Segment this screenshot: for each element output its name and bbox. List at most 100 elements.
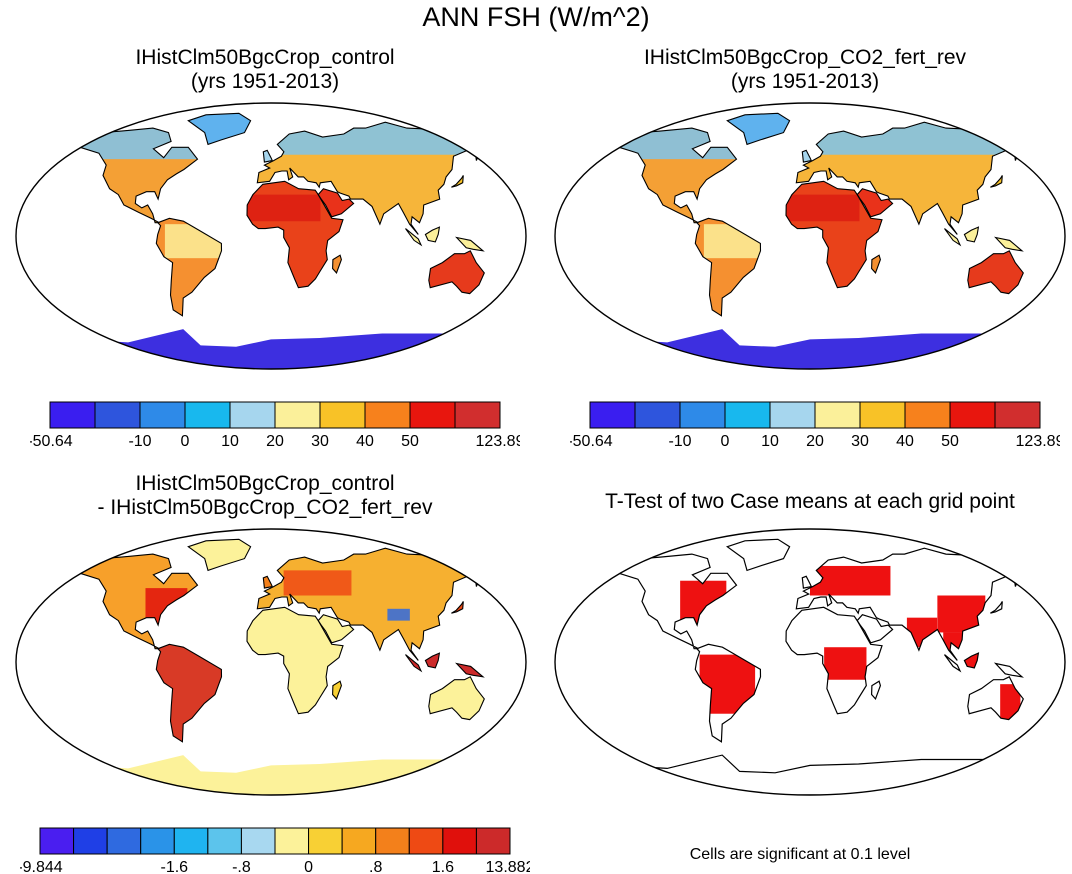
borneo-land [425, 227, 440, 242]
south-america-outline [694, 643, 762, 743]
significance-region [824, 647, 867, 680]
sumatra-coastline [405, 228, 423, 247]
significance-region [810, 565, 891, 596]
colorbar-swatch [184, 401, 231, 429]
colorbar-swatch [904, 401, 951, 429]
colorbar-tick-label: 0 [721, 433, 730, 450]
colorbar-swatch [769, 401, 816, 429]
panel-2-colorbar: -50.64 -10 0 10 20 30 40 50 123.89 [570, 401, 1060, 450]
panel-2-map [554, 102, 1066, 370]
madagascar-coastline [332, 254, 342, 274]
panel-4-map [554, 528, 1066, 796]
greenland-coastline [726, 112, 791, 146]
greenland-outline [726, 538, 791, 572]
map-frame [554, 102, 1066, 370]
colorbar-tick-label: 0 [181, 433, 190, 450]
panel-1-map [15, 102, 527, 370]
panel-2-title: IHistClm50BgcCrop_CO2_fert_rev (yrs 1951… [600, 46, 1010, 94]
north-america-coastline [600, 127, 738, 224]
colorbar-tick-label: 40 [356, 433, 374, 450]
africa-outline [785, 606, 883, 715]
greenland-coastline [187, 112, 252, 146]
madagascar-coastline [871, 254, 881, 274]
colorbar-tick-label: 1.6 [432, 859, 454, 874]
eurasia-coastline [256, 121, 496, 235]
south-america-coastline [155, 643, 223, 743]
australia-coastline [428, 250, 485, 295]
colorbar-tick-label: 30 [851, 433, 869, 450]
field-region [283, 570, 352, 596]
new-guinea-coastline [455, 236, 485, 252]
arabia-coastline [317, 614, 355, 644]
colorbar-swatch [274, 401, 321, 429]
colorbar-swatch [229, 401, 276, 429]
new-guinea-coastline [994, 236, 1024, 252]
new-guinea-outline [993, 662, 1025, 678]
africa-coastline [246, 180, 344, 289]
colorbar-tick-label: 10 [761, 433, 779, 450]
colorbar-tick-label: -10 [668, 433, 691, 450]
colorbar-swatch [240, 827, 276, 855]
madagascar-land [332, 681, 342, 699]
colorbar-swatch [364, 401, 411, 429]
colorbar-swatch [589, 401, 636, 429]
colorbar-swatch [634, 401, 681, 429]
panel-1-title-line1: IHistClm50BgcCrop_control [135, 46, 395, 69]
great-britain-coastline [262, 149, 274, 163]
borneo-land [964, 227, 979, 242]
colorbar-swatch [724, 401, 771, 429]
colorbar-tick-label: -.8 [232, 859, 251, 874]
north-america-coastline [61, 127, 199, 224]
north-america-outline [600, 553, 738, 650]
sumatra-land [405, 654, 421, 671]
colorbar-swatch [39, 827, 75, 855]
panel-3-title-line2: - IHistClm50BgcCrop_CO2_fert_rev [97, 496, 433, 519]
colorbar-swatch [308, 827, 343, 855]
field-region [786, 194, 860, 222]
japan-coastline [451, 175, 464, 188]
panel-1-colorbar: -50.64 -10 0 10 20 30 40 50 123.89 [30, 401, 520, 450]
sumatra-outline [944, 654, 962, 673]
south-america-coastline [694, 217, 762, 317]
new-guinea-land [995, 237, 1022, 251]
borneo-coastline [963, 226, 980, 243]
arabia-coastline [856, 188, 894, 218]
colorbar-tick-label: 123.89 [476, 433, 520, 450]
sumatra-coastline [405, 654, 423, 673]
borneo-land [425, 653, 440, 668]
new-guinea-land [456, 237, 483, 251]
colorbar-swatch [207, 827, 242, 855]
great-britain-outline [801, 575, 813, 589]
panel-3-map [15, 528, 527, 796]
sumatra-land [405, 228, 421, 245]
madagascar-outline [870, 680, 882, 701]
sumatra-coastline [944, 228, 962, 247]
colorbar-swatch [408, 827, 444, 855]
australia-land [967, 250, 1024, 294]
panel-2-title-line2: (yrs 1951-2013) [730, 70, 880, 93]
greenland-coastline [187, 538, 252, 572]
colorbar-swatch [994, 401, 1041, 429]
colorbar-swatch [679, 401, 726, 429]
colorbar-tick-label: -50.64 [570, 433, 613, 450]
arabia-land [857, 188, 893, 217]
australia-land [428, 250, 485, 294]
figure-title: ANN FSH (W/m^2) [422, 2, 650, 32]
great-britain-land [263, 576, 273, 589]
australia-land [428, 676, 485, 720]
colorbar-swatch [475, 827, 511, 855]
colorbar-swatch [140, 827, 175, 855]
panel-4-title: T-Test of two Case means at each grid po… [552, 490, 1068, 514]
south-america-land [156, 644, 222, 742]
arabia-coastline [317, 188, 355, 218]
africa-coastline [246, 606, 344, 715]
great-britain-coastline [262, 575, 274, 589]
north-america-coastline [61, 553, 199, 650]
colorbar-tick-label: -9.844 [20, 859, 63, 874]
madagascar-coastline [332, 680, 342, 700]
borneo-coastline [424, 652, 441, 669]
colorbar-swatch [454, 401, 501, 429]
eurasia-outline [795, 547, 1035, 661]
colorbar-swatch [814, 401, 861, 429]
south-america-coastline [155, 217, 223, 317]
